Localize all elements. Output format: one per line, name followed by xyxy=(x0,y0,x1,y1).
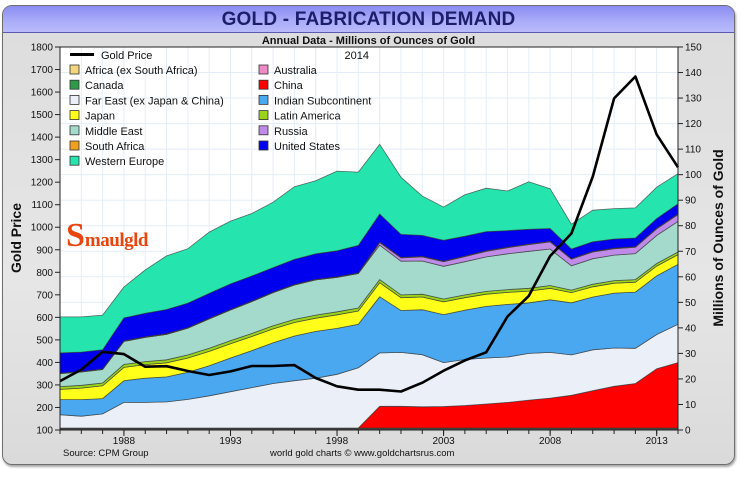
left-tick-label: 1000 xyxy=(31,223,54,234)
legend-label-western-europe: Western Europe xyxy=(85,156,164,168)
right-tick-label: 120 xyxy=(685,119,702,130)
left-tick-label: 200 xyxy=(36,403,53,414)
right-tick-label: 40 xyxy=(685,323,697,334)
x-tick-label: 1988 xyxy=(113,436,136,447)
left-tick-label: 100 xyxy=(36,426,53,437)
source-note: Source: CPM Group xyxy=(63,448,149,459)
left-tick-label: 500 xyxy=(36,335,53,346)
left-tick-label: 700 xyxy=(36,290,53,301)
left-tick-label: 300 xyxy=(36,380,53,391)
left-tick-label: 400 xyxy=(36,358,53,369)
legend-gold-price-label: Gold Price xyxy=(101,50,152,62)
legend-label-africa-ex-south-africa: Africa (ex South Africa) xyxy=(85,65,198,77)
right-tick-label: 130 xyxy=(685,94,702,105)
legend-swatch-australia xyxy=(258,64,269,75)
legend-label-japan: Japan xyxy=(85,111,115,123)
right-tick-label: 20 xyxy=(685,374,697,385)
right-tick-label: 100 xyxy=(685,170,702,181)
left-axis-title: Gold Price xyxy=(8,203,24,273)
legend-label-south-africa: South Africa xyxy=(85,141,145,153)
left-tick-label: 1300 xyxy=(31,155,54,166)
legend-label-middle-east: Middle East xyxy=(85,126,142,138)
plot-border xyxy=(59,46,679,431)
x-tick-label: 1993 xyxy=(219,436,242,447)
right-tick-label: 70 xyxy=(685,247,697,258)
legend-gold-price-swatch xyxy=(70,53,94,56)
x-tick-label: 2003 xyxy=(432,436,455,447)
logo-text: maulgld xyxy=(84,230,149,251)
legend-swatch-russia xyxy=(258,125,269,136)
legend-swatch-indian-subcontinent xyxy=(258,95,269,105)
right-tick-label: 0 xyxy=(685,426,691,437)
left-tick-label: 1100 xyxy=(31,200,53,211)
legend-label-indian-subcontinent: Indian Subcontinent xyxy=(274,95,371,107)
x-tick-label: 1998 xyxy=(326,436,349,447)
left-tick-label: 1600 xyxy=(31,88,54,99)
left-tick-label: 1200 xyxy=(31,178,54,189)
x-tick-label: 2008 xyxy=(539,436,562,447)
chart-subtitle: Annual Data - Millions of Ounces of Gold xyxy=(261,35,476,47)
left-tick-label: 900 xyxy=(36,245,53,256)
chart-title: GOLD - FABRICATION DEMAND xyxy=(221,9,516,30)
right-tick-label: 110 xyxy=(685,145,701,156)
legend-label-latin-america: Latin America xyxy=(274,111,342,123)
legend-swatch-latin-america xyxy=(258,110,269,120)
left-axis: 100 200 300 400 500 600 700 800 900 1000 1100 1200 1… xyxy=(31,43,60,437)
legend-swatch-united-states xyxy=(258,140,269,151)
legend: Gold Price 2014 Africa (ex South Africa)… xyxy=(69,50,371,168)
legend-label-china: China xyxy=(274,80,304,92)
legend-swatch-middle-east xyxy=(69,125,80,136)
legend-label-russia: Russia xyxy=(274,126,309,138)
right-tick-label: 60 xyxy=(685,272,697,283)
legend-swatch-canada xyxy=(69,79,80,90)
smaulgld-logo: Smaulgld xyxy=(66,219,149,253)
legend-swatch-japan xyxy=(69,110,80,120)
legend-swatch-south-africa xyxy=(69,140,80,151)
title-bar xyxy=(3,6,734,33)
right-axis-title: Millions of Ounces of Gold xyxy=(710,149,726,326)
legend-swatch-africa-ex-south-africa xyxy=(69,64,80,75)
right-tick-label: 140 xyxy=(685,68,702,79)
legend-swatch-china xyxy=(258,79,269,90)
right-tick-label: 150 xyxy=(685,43,702,54)
logo-initial: S xyxy=(66,217,85,254)
left-tick-label: 1500 xyxy=(31,110,54,121)
right-tick-label: 80 xyxy=(685,221,697,232)
legend-label-united-states: United States xyxy=(274,141,341,153)
x-axis: 1988 1993 1998 2003 2008 2013 xyxy=(59,430,679,447)
right-tick-label: 30 xyxy=(685,349,697,360)
legend-year: 2014 xyxy=(345,50,369,62)
legend-label-far-east-ex-japan-china: Far East (ex Japan & China) xyxy=(85,95,224,107)
right-tick-label: 50 xyxy=(685,298,697,309)
right-axis: 0 10 20 30 40 50 60 70 80 90 100 110 120 130 140 150 xyxy=(678,43,702,437)
legend-swatch-western-europe xyxy=(69,155,80,166)
x-tick-label: 2013 xyxy=(646,436,669,447)
gold-price-line xyxy=(59,75,680,393)
left-tick-label: 1800 xyxy=(31,43,54,54)
left-tick-label: 1400 xyxy=(31,133,54,144)
left-tick-label: 800 xyxy=(36,268,53,279)
left-tick-label: 1700 xyxy=(31,65,54,76)
credit-note: world gold charts © www.goldchartsrus.co… xyxy=(270,448,455,459)
right-tick-label: 10 xyxy=(685,400,697,411)
right-tick-label: 90 xyxy=(685,196,697,207)
left-tick-label: 600 xyxy=(36,313,53,324)
legend-label-australia: Australia xyxy=(274,65,318,77)
legend-label-canada: Canada xyxy=(85,80,124,92)
legend-swatch-far-east-ex-japan-china xyxy=(69,95,80,105)
